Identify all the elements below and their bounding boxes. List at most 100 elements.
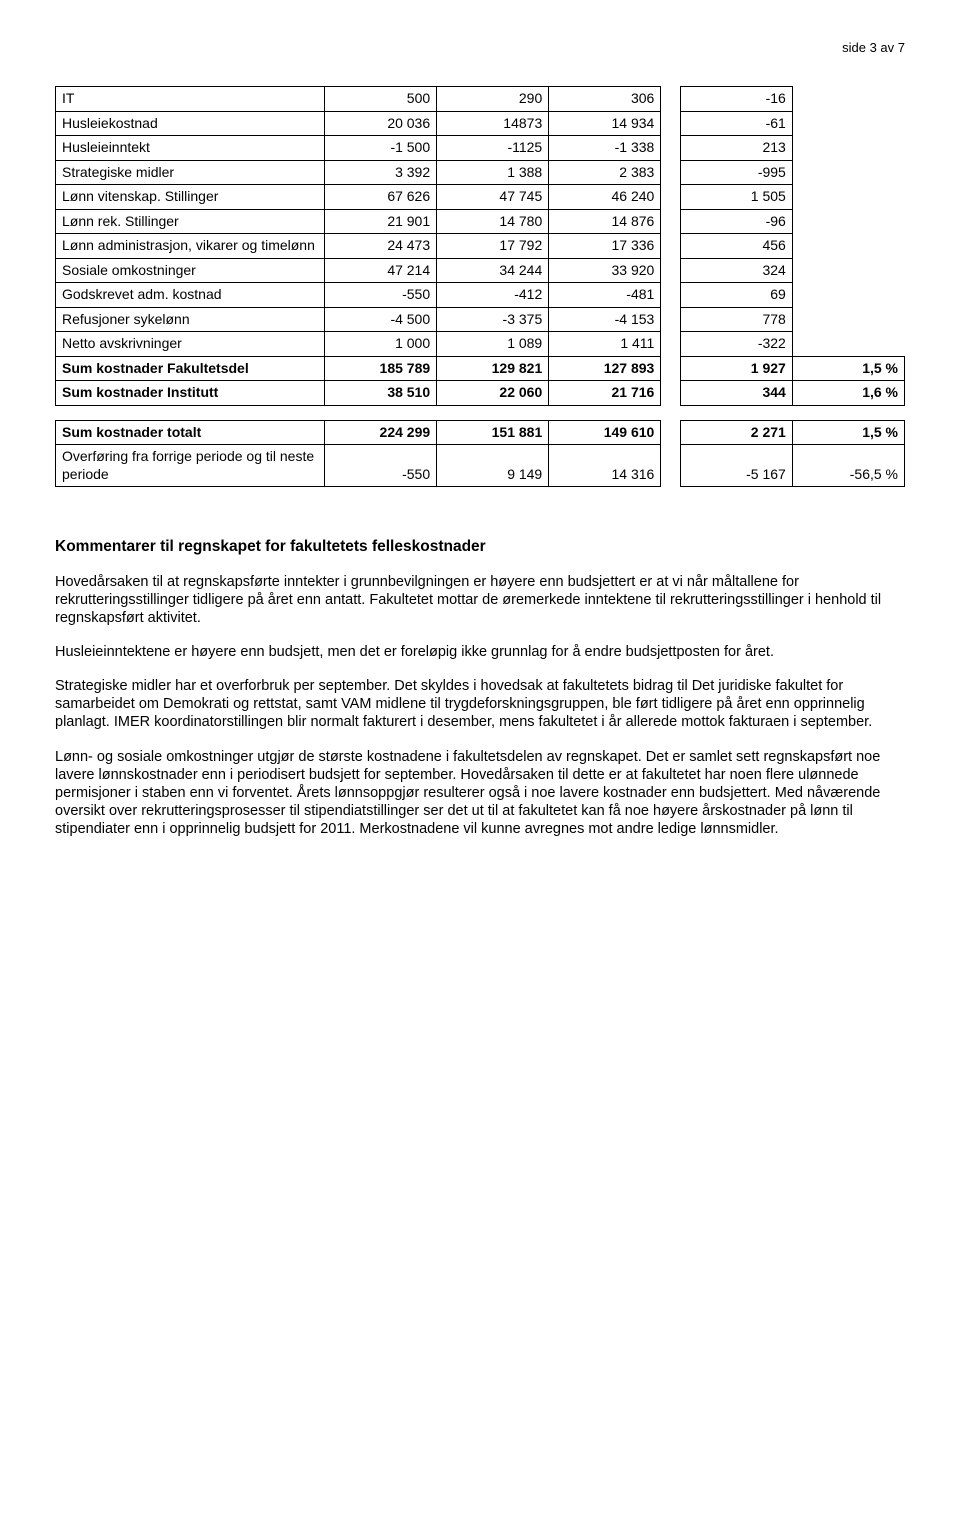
gap-cell [661, 87, 680, 112]
row-value: 1 388 [437, 160, 549, 185]
table-row: IT500290306-16 [56, 87, 905, 112]
gap-cell [661, 381, 680, 406]
row-label: Lønn rek. Stillinger [56, 209, 325, 234]
row-value: 22 060 [437, 381, 549, 406]
row-value: 21 716 [549, 381, 661, 406]
row-value: -16 [680, 87, 792, 112]
row-label: Sosiale omkostninger [56, 258, 325, 283]
gap-cell [661, 185, 680, 210]
row-value [792, 160, 904, 185]
row-value: 149 610 [549, 420, 661, 445]
table-row: Refusjoner sykelønn-4 500-3 375-4 153 778 [56, 307, 905, 332]
table-row: Husleieinntekt-1 500-1125-1 338 213 [56, 136, 905, 161]
row-value: -4 500 [325, 307, 437, 332]
row-value [792, 258, 904, 283]
gap-cell [661, 234, 680, 259]
row-value: -995 [680, 160, 792, 185]
gap-cell [661, 332, 680, 357]
row-value: 213 [680, 136, 792, 161]
row-label: Lønn vitenskap. Stillinger [56, 185, 325, 210]
row-value: -96 [680, 209, 792, 234]
gap-cell [661, 111, 680, 136]
row-value: -322 [680, 332, 792, 357]
row-value: -56,5 % [792, 445, 904, 487]
cost-table-totals: Sum kostnader totalt224 299151 881149 61… [55, 420, 905, 488]
row-value: 47 214 [325, 258, 437, 283]
body-text: Hovedårsaken til at regnskapsførte innte… [55, 573, 905, 839]
row-value: 14 780 [437, 209, 549, 234]
row-value: 33 920 [549, 258, 661, 283]
row-value: -5 167 [680, 445, 792, 487]
row-value: 2 383 [549, 160, 661, 185]
paragraph: Strategiske midler har et overforbruk pe… [55, 677, 905, 731]
paragraph: Hovedårsaken til at regnskapsførte innte… [55, 573, 905, 627]
row-label: Husleieinntekt [56, 136, 325, 161]
table-row: Strategiske midler3 3921 3882 383-995 [56, 160, 905, 185]
row-value: -1 500 [325, 136, 437, 161]
row-value [792, 234, 904, 259]
row-value [792, 87, 904, 112]
row-value: 47 745 [437, 185, 549, 210]
table-row: Sum kostnader Fakultetsdel185 789129 821… [56, 356, 905, 381]
row-value: -1125 [437, 136, 549, 161]
table-row: Sosiale omkostninger47 21434 24433 92032… [56, 258, 905, 283]
row-value: 151 881 [437, 420, 549, 445]
row-label: Husleiekostnad [56, 111, 325, 136]
table-row: Lønn vitenskap. Stillinger67 62647 74546… [56, 185, 905, 210]
gap-cell [661, 356, 680, 381]
page-number: side 3 av 7 [55, 40, 905, 56]
cost-table-main: IT500290306-16Husleiekostnad20 036148731… [55, 86, 905, 406]
row-label: Strategiske midler [56, 160, 325, 185]
row-value: -4 153 [549, 307, 661, 332]
row-value: 17 792 [437, 234, 549, 259]
row-label: Sum kostnader Fakultetsdel [56, 356, 325, 381]
row-value: 69 [680, 283, 792, 308]
row-value: -550 [325, 283, 437, 308]
row-label: IT [56, 87, 325, 112]
row-value: 127 893 [549, 356, 661, 381]
row-value: 1 927 [680, 356, 792, 381]
gap-cell [661, 136, 680, 161]
row-value: 1,5 % [792, 420, 904, 445]
row-value: 14873 [437, 111, 549, 136]
row-value: 17 336 [549, 234, 661, 259]
row-value: 778 [680, 307, 792, 332]
row-value: 14 876 [549, 209, 661, 234]
table-row: Sum kostnader totalt224 299151 881149 61… [56, 420, 905, 445]
row-value [792, 283, 904, 308]
paragraph: Lønn- og sosiale omkostninger utgjør de … [55, 748, 905, 839]
row-value: 2 271 [680, 420, 792, 445]
row-value: -61 [680, 111, 792, 136]
gap-cell [661, 283, 680, 308]
table-row: Husleiekostnad20 0361487314 934-61 [56, 111, 905, 136]
row-label: Sum kostnader totalt [56, 420, 325, 445]
row-value: 1 411 [549, 332, 661, 357]
row-value [792, 209, 904, 234]
gap-cell [661, 160, 680, 185]
row-value: 306 [549, 87, 661, 112]
row-value: 224 299 [325, 420, 437, 445]
row-value: 185 789 [325, 356, 437, 381]
row-value: 1,6 % [792, 381, 904, 406]
row-value [792, 332, 904, 357]
table-row: Overføring fra forrige periode og til ne… [56, 445, 905, 487]
row-label: Refusjoner sykelønn [56, 307, 325, 332]
row-label: Netto avskrivninger [56, 332, 325, 357]
row-value: 24 473 [325, 234, 437, 259]
gap-cell [661, 445, 680, 487]
row-value: 344 [680, 381, 792, 406]
gap-cell [661, 258, 680, 283]
row-value: 34 244 [437, 258, 549, 283]
row-value [792, 307, 904, 332]
row-label: Sum kostnader Institutt [56, 381, 325, 406]
gap-cell [661, 307, 680, 332]
gap-cell [661, 420, 680, 445]
row-value: -550 [325, 445, 437, 487]
row-label: Lønn administrasjon, vikarer og timelønn [56, 234, 325, 259]
row-value: -3 375 [437, 307, 549, 332]
row-value: 38 510 [325, 381, 437, 406]
row-value: 20 036 [325, 111, 437, 136]
row-value: 290 [437, 87, 549, 112]
row-value: -1 338 [549, 136, 661, 161]
row-value: -412 [437, 283, 549, 308]
